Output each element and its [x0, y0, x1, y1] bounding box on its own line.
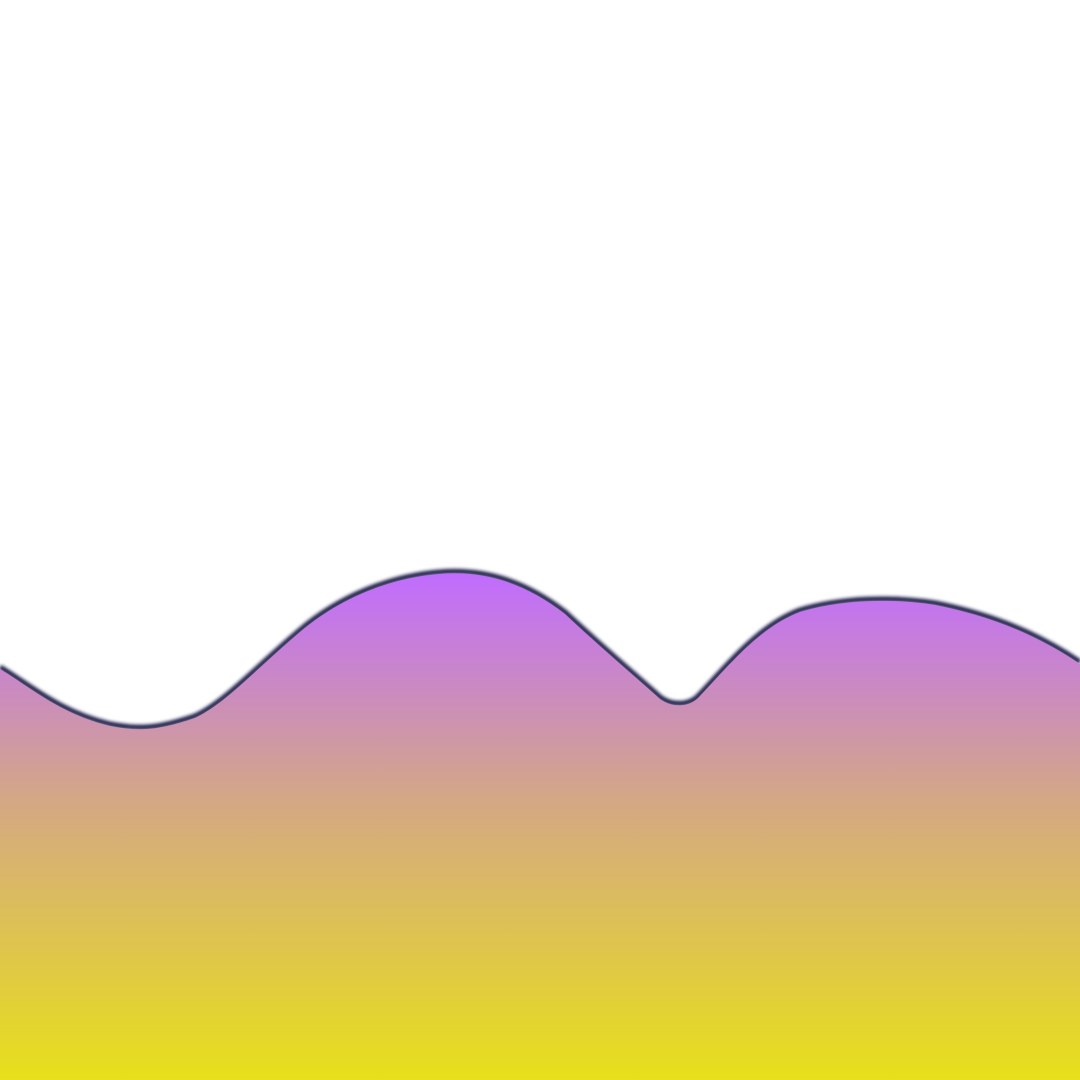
wave-outline [0, 568, 1080, 730]
wave-hills [0, 573, 1080, 1080]
